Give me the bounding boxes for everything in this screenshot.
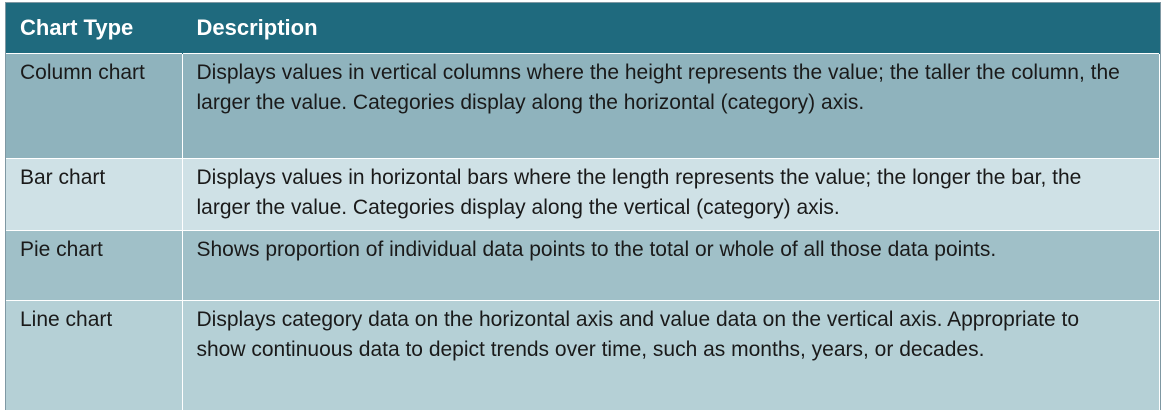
- chart-types-table: Chart Type Description Column chart Disp…: [5, 2, 1161, 410]
- table-row: Column chart Displays values in vertical…: [6, 53, 1160, 158]
- header-description: Description: [182, 3, 1160, 53]
- cell-chart-type: Bar chart: [6, 158, 183, 230]
- cell-chart-type: Pie chart: [6, 230, 183, 300]
- cell-description: Displays values in vertical columns wher…: [182, 53, 1160, 158]
- header-chart-type: Chart Type: [6, 3, 183, 53]
- cell-description: Displays category data on the horizontal…: [182, 300, 1160, 410]
- cell-description: Displays values in horizontal bars where…: [182, 158, 1160, 230]
- cell-chart-type: Line chart: [6, 300, 183, 410]
- table-row: Line chart Displays category data on the…: [6, 300, 1160, 410]
- header-row: Chart Type Description: [6, 3, 1160, 53]
- table-body: Column chart Displays values in vertical…: [6, 53, 1160, 410]
- table-row: Bar chart Displays values in horizontal …: [6, 158, 1160, 230]
- cell-description: Shows proportion of individual data poin…: [182, 230, 1160, 300]
- cell-chart-type: Column chart: [6, 53, 183, 158]
- table: Chart Type Description Column chart Disp…: [6, 3, 1160, 410]
- table-header: Chart Type Description: [6, 3, 1160, 53]
- table-row: Pie chart Shows proportion of individual…: [6, 230, 1160, 300]
